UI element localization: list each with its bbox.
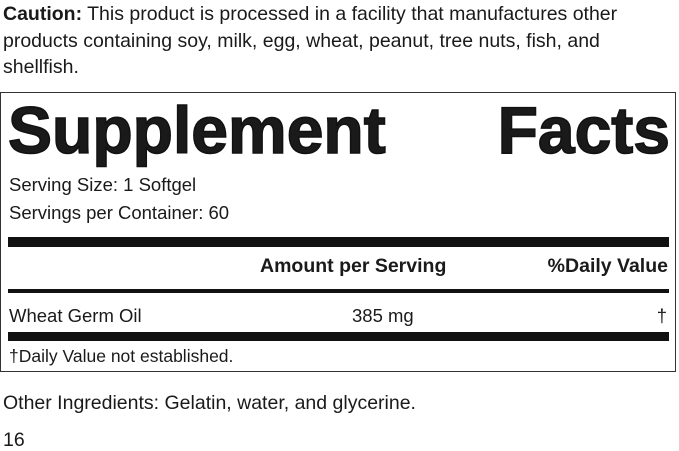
page-number: 16 bbox=[3, 429, 25, 451]
caution-statement: Caution: This product is processed in a … bbox=[3, 1, 673, 81]
thick-divider-bottom bbox=[8, 332, 669, 341]
thick-divider bbox=[8, 237, 669, 247]
title-word-supplement: Supplement bbox=[7, 92, 386, 168]
ingredient-dv: † bbox=[656, 305, 667, 326]
title-word-facts: Facts bbox=[497, 92, 671, 168]
other-ingredients: Other Ingredients: Gelatin, water, and g… bbox=[3, 392, 416, 414]
amount-header: Amount per Serving bbox=[260, 255, 447, 277]
caution-text: This product is processed in a facility … bbox=[3, 3, 618, 78]
ingredient-name: Wheat Germ Oil bbox=[9, 305, 142, 326]
ingredient-amount: 385 mg bbox=[352, 305, 414, 326]
footnote: †Daily Value not established. bbox=[9, 346, 234, 366]
supplement-facts-panel bbox=[0, 92, 676, 372]
medium-divider bbox=[8, 289, 669, 293]
caution-label: Caution: bbox=[3, 3, 83, 25]
panel-title: Supplement Facts bbox=[7, 92, 671, 168]
serving-size: Serving Size: 1 Softgel bbox=[9, 174, 197, 195]
daily-value-header: %Daily Value bbox=[547, 255, 668, 277]
servings-per-container: Servings per Container: 60 bbox=[9, 202, 230, 223]
